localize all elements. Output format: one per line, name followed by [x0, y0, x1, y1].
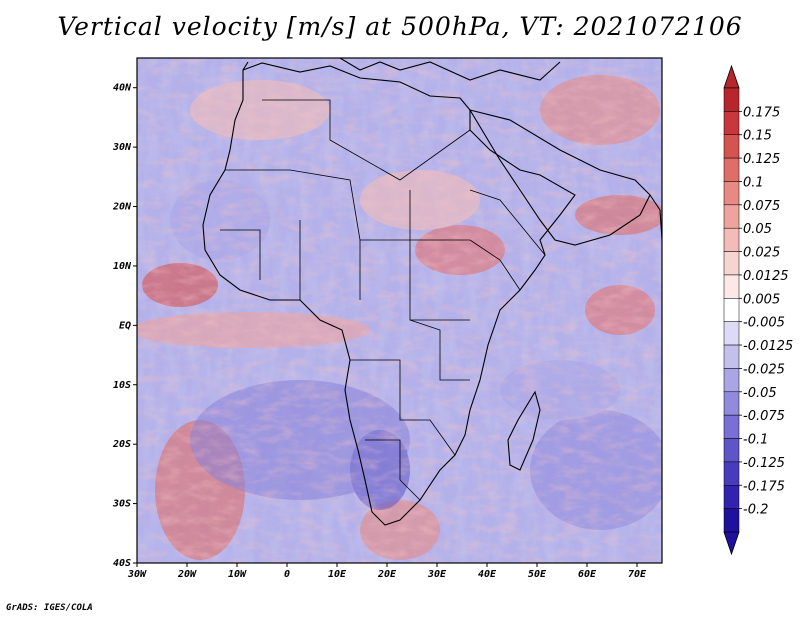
- lon-label: 10E: [328, 569, 347, 580]
- colorbar-swatch: [723, 134, 740, 159]
- colorbar-top-arrow: [723, 64, 740, 89]
- colorbar-swatch: [723, 251, 740, 276]
- lon-label: 20W: [177, 569, 197, 580]
- lat-label: EQ: [119, 320, 131, 331]
- lat-label: 10S: [113, 380, 131, 391]
- colorbar-label: 0.025: [743, 246, 780, 261]
- colorbar-label: 0.0125: [743, 269, 789, 284]
- country-borders: [220, 99, 546, 501]
- lon-label: 60E: [578, 569, 597, 580]
- colorbar-swatch: [723, 157, 740, 182]
- lon-label: 20E: [377, 569, 397, 580]
- lat-label: 30S: [112, 499, 131, 510]
- colorbar-swatch: [723, 438, 740, 463]
- colorbar-label: 0.125: [743, 152, 780, 167]
- colorbar-swatch: [723, 508, 740, 533]
- footer-credit: GrADS: IGES/COLA: [6, 603, 93, 613]
- colorbar-swatch: [723, 298, 740, 322]
- colorbar-swatch: [723, 111, 740, 135]
- lat-axis: 40N 30N 20N 10N EQ 10S 20S 30S 40S: [112, 83, 137, 569]
- chart-title: Vertical velocity [m/s] at 500hPa, VT: 2…: [57, 12, 743, 41]
- colorbar-label: -0.175: [743, 479, 785, 494]
- colorbar-swatch: [723, 321, 740, 346]
- lon-label: 30E: [427, 569, 447, 580]
- colorbar-label: -0.125: [743, 456, 785, 471]
- colorbar-label: -0.005: [743, 316, 785, 331]
- colorbar-swatch: [723, 461, 740, 486]
- lat-label: 40N: [113, 83, 132, 94]
- colorbar-swatch: [723, 204, 740, 229]
- colorbar-bottom-arrow: [723, 531, 740, 556]
- colorbar-swatch: [723, 414, 740, 439]
- colorbar-label: -0.1: [743, 433, 768, 448]
- lon-axis: 30W 20W 10W 0 10E 20E 30E 40E 50E 60E 70E: [127, 563, 647, 580]
- colorbar-swatch: [723, 274, 740, 299]
- colorbar-swatch: [723, 368, 740, 393]
- colorbar: 0.175 0.15 0.125 0.1 0.075 0.05 0.025 0.0125 0.0…: [723, 64, 793, 556]
- colorbar-label: -0.075: [743, 409, 785, 424]
- lon-label: 30W: [127, 569, 147, 580]
- lon-label: 40E: [478, 569, 497, 580]
- colorbar-swatch: [723, 181, 740, 206]
- colorbar-label: 0.005: [743, 292, 780, 307]
- colorbar-swatch: [723, 391, 740, 416]
- colorbar-label: -0.05: [743, 386, 777, 401]
- lon-label: 0: [284, 569, 290, 580]
- colorbar-label: -0.2: [743, 503, 768, 518]
- lat-label: 20S: [112, 439, 131, 450]
- colorbar-swatch: [723, 485, 740, 509]
- lat-label: 40S: [113, 558, 131, 569]
- velocity-field: [137, 58, 662, 563]
- colorbar-label: -0.025: [743, 362, 785, 377]
- map-frame: [136, 57, 663, 564]
- lon-label: 70E: [628, 569, 647, 580]
- lat-label: 30N: [112, 142, 132, 153]
- colorbar-label: 0.1: [743, 175, 764, 190]
- colorbar-label: 0.175: [743, 105, 780, 120]
- colorbar-swatch: [723, 87, 740, 112]
- colorbar-label: 0.075: [743, 199, 780, 214]
- lon-label: 50E: [528, 569, 547, 580]
- lon-label: 10W: [228, 569, 247, 580]
- colorbar-label: 0.15: [743, 129, 772, 144]
- colorbar-label: -0.0125: [743, 339, 793, 354]
- colorbar-label: 0.05: [743, 222, 772, 237]
- lat-label: 10N: [113, 261, 132, 272]
- lat-label: 20N: [112, 202, 132, 213]
- colorbar-swatch: [723, 227, 740, 252]
- colorbar-swatch: [723, 344, 740, 369]
